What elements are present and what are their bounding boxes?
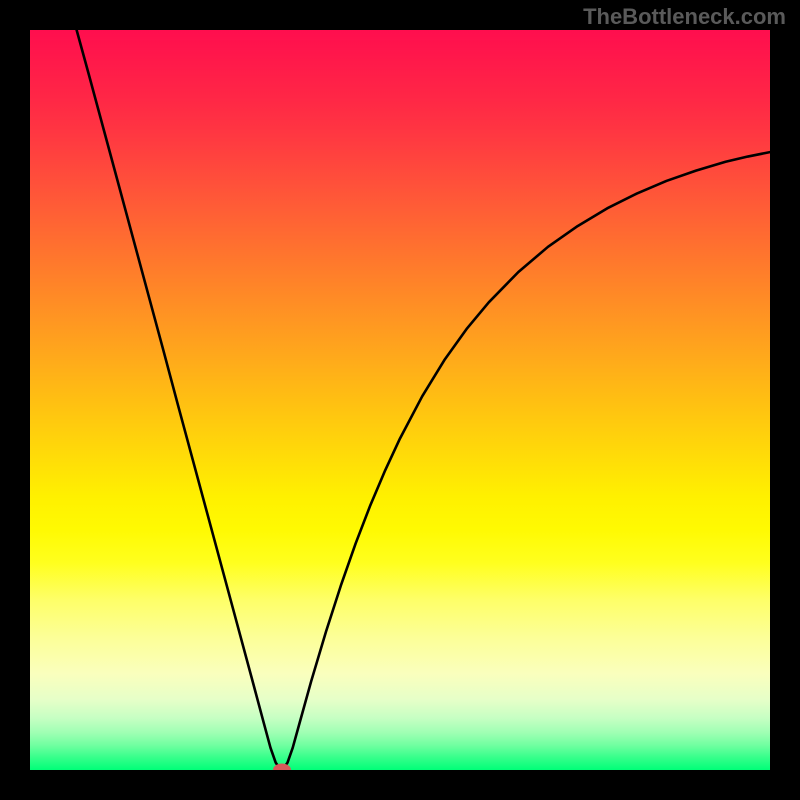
bottleneck-curve [30,30,770,770]
plot-area [30,30,770,770]
watermark-text: TheBottleneck.com [583,4,786,30]
optimal-point-marker [273,764,291,771]
